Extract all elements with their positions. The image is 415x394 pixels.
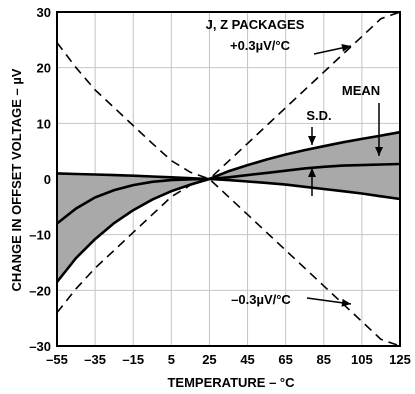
sd-arrow-up-head [308, 168, 316, 177]
series-sd-upper-line [55, 130, 401, 283]
x-tick-label: –15 [122, 352, 144, 367]
x-tick-label: –35 [84, 352, 106, 367]
data-lines [55, 130, 401, 283]
y-axis-label: CHANGE IN OFFSET VOLTAGE – µV [9, 68, 24, 291]
sd-band [57, 132, 400, 282]
y-tick-label: 0 [44, 172, 51, 187]
x-axis-label: TEMPERATURE – °C [167, 375, 295, 390]
y-tick-label: –10 [29, 228, 51, 243]
x-tick-labels: –55 –35 –15 5 25 45 65 85 105 125 [46, 352, 411, 367]
y-tick-label: 30 [37, 5, 51, 20]
x-tick-label: 5 [168, 352, 175, 367]
packages-annotation: J, Z PACKAGES [206, 17, 305, 32]
mean-arrow-head [375, 147, 383, 156]
x-tick-label: 125 [389, 352, 411, 367]
pos-slope-arrow-head [341, 43, 351, 52]
x-tick-label: 45 [240, 352, 254, 367]
pos-slope-annotation: +0.3µV/°C [230, 38, 291, 53]
neg-slope-arrow-head [341, 298, 351, 307]
sd-arrow-down-head [308, 136, 316, 145]
series-mean-line [56, 162, 401, 225]
x-tick-label: 105 [351, 352, 373, 367]
mean-annotation: MEAN [342, 83, 380, 98]
y-tick-label: 10 [37, 116, 51, 131]
x-tick-label: 85 [317, 352, 331, 367]
neg-slope-annotation: –0.3µV/°C [231, 292, 291, 307]
y-tick-label: 20 [37, 61, 51, 76]
y-tick-label: –30 [29, 339, 51, 354]
x-tick-label: –55 [46, 352, 68, 367]
plot-frame [56, 11, 401, 347]
x-tick-label: 25 [202, 352, 216, 367]
series-pos-slope-line [56, 11, 401, 314]
series-neg-slope-line [56, 42, 401, 347]
sd-annotation: S.D. [306, 108, 331, 123]
slope-lines [56, 11, 401, 347]
y-tick-label: –20 [29, 283, 51, 298]
series-sd-lower-line [56, 172, 401, 201]
y-tick-labels: –30 –20 –10 0 10 20 30 [29, 5, 51, 354]
x-tick-label: 65 [278, 352, 292, 367]
annotation-arrows [306, 43, 383, 307]
